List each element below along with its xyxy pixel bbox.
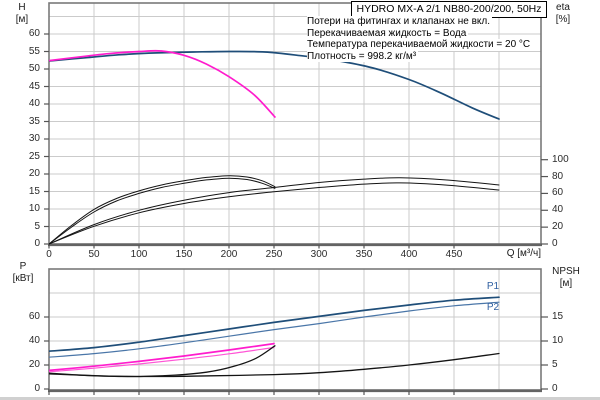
eta-tick-label: 20 — [552, 221, 564, 233]
q-axis-label: Q [м³/ч] — [506, 248, 541, 259]
q-tick-label: 250 — [265, 249, 283, 260]
eta-tick-label: 60 — [552, 187, 564, 199]
h-tick-label: 10 — [28, 203, 40, 214]
h-tick-label: 15 — [28, 185, 40, 197]
p-tick-label: 40 — [28, 335, 40, 346]
p-tick-label: 0 — [34, 383, 40, 394]
p-tick-label: 20 — [28, 359, 40, 370]
p-axis-unit: [кВт] — [12, 273, 34, 284]
h-tick-label: 25 — [28, 150, 40, 162]
h-tick-label: 20 — [28, 168, 40, 179]
p-axis-symbol: P — [19, 261, 27, 272]
annotation-line: Потери на фитингах и клапанах не вкл. — [307, 16, 492, 28]
eta-axis-symbol: eta — [556, 2, 570, 13]
chart-title: HYDRO MX-A 2/1 NB80-200/200, 50Hz — [351, 1, 547, 18]
q-tick-label: 150 — [175, 249, 193, 260]
h-axis-unit: [м] — [15, 14, 29, 25]
eta-axis-label: eta [%] — [546, 2, 580, 26]
npsh-tick-label: 15 — [552, 311, 564, 322]
p-tick-label: 60 — [28, 311, 40, 322]
h-tick-label: 60 — [28, 28, 40, 39]
p-axis-label: P [кВт] — [6, 261, 40, 285]
h-tick-label: 55 — [28, 45, 40, 57]
eta-tick-label: 100 — [552, 153, 569, 165]
q-tick-label: 450 — [445, 249, 463, 260]
h-tick-label: 50 — [28, 63, 40, 74]
q-tick-label: 350 — [355, 249, 373, 260]
q-tick-label: 100 — [130, 249, 148, 260]
h-tick-label: 5 — [34, 220, 40, 232]
annotation-line: Температура перекачиваемой жидкости = 20… — [307, 39, 533, 51]
q-tick-label: 400 — [400, 249, 418, 260]
h-axis-symbol: H — [18, 2, 26, 13]
curve-label-p1: P1 — [486, 281, 500, 292]
q-tick-label: 50 — [88, 249, 100, 260]
annotation-line: Плотность = 998.2 кг/м³ — [307, 50, 419, 62]
npsh-axis-label: NPSH [м] — [544, 266, 588, 290]
curve-label-p2: P2 — [486, 302, 500, 313]
q-tick-label: 300 — [310, 249, 328, 260]
eta-axis-unit: [%] — [555, 14, 571, 25]
q-tick-label: 200 — [220, 249, 238, 260]
h-axis-label: H [м] — [6, 2, 38, 26]
eta-tick-label: 40 — [552, 204, 564, 216]
h-tick-label: 40 — [28, 98, 40, 109]
npsh-axis-unit: [м] — [559, 278, 573, 289]
h-tick-label: 0 — [34, 238, 40, 249]
eta-tick-label: 80 — [552, 170, 564, 182]
h-tick-label: 45 — [28, 80, 40, 92]
npsh-tick-label: 0 — [552, 383, 558, 394]
npsh-tick-label: 5 — [552, 359, 558, 370]
h-tick-label: 35 — [28, 115, 40, 127]
npsh-axis-symbol: NPSH — [552, 266, 580, 277]
npsh-tick-label: 10 — [552, 335, 564, 346]
h-tick-label: 30 — [28, 133, 40, 144]
window-edge — [0, 397, 600, 400]
q-tick-label: 0 — [46, 249, 52, 260]
eta-tick-label: 0 — [552, 238, 558, 249]
annotation-line: Перекачиваемая жидкость = Вода — [307, 27, 469, 39]
chart-annotations: Потери на фитингах и клапанах не вкл. Пе… — [307, 16, 533, 62]
